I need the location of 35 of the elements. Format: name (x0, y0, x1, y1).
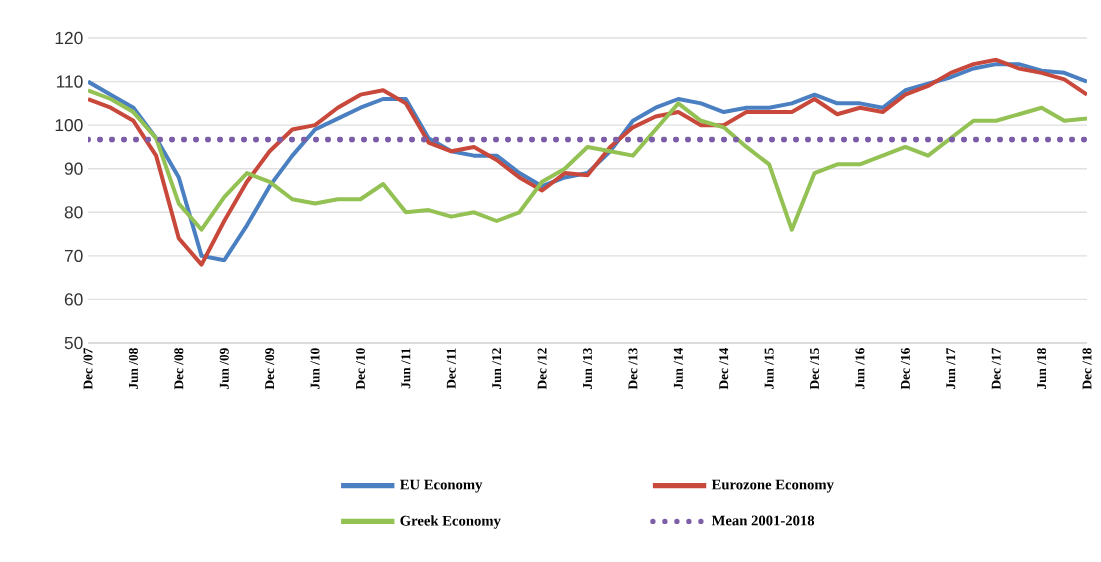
y-tick-label: 100 (55, 119, 83, 132)
x-tick-label: Dec /14 (719, 347, 729, 390)
x-tick-label: Dec /11 (446, 348, 456, 389)
x-tick-label: Jun /13 (583, 348, 592, 389)
x-tick-label: Dec /15 (810, 348, 820, 390)
x-tick-label: Jun /11 (401, 348, 411, 389)
x-tick-label: Jun /09 (219, 348, 229, 389)
x-tick-label: Jun /18 (1037, 348, 1047, 389)
y-tick-label: 70 (64, 249, 83, 262)
legend-label: Greek Economy (400, 515, 501, 529)
x-tick-label: Jun /08 (128, 348, 138, 389)
x-tick-label: Jun /12 (492, 348, 502, 389)
x-tick-label: Jun /15 (764, 348, 774, 389)
y-tick-label: 90 (64, 162, 83, 175)
x-tick-label: Dec /08 (174, 348, 184, 390)
x-tick-label: Jun /17 (946, 348, 956, 389)
x-tick-label: Dec /17 (991, 348, 1001, 390)
x-tick-label: Dec /12 (537, 348, 547, 390)
x-tick-label: Jun /16 (855, 348, 865, 389)
y-tick-label: 120 (55, 31, 83, 45)
y-tick-label: 50 (64, 336, 83, 350)
legend-label: Mean 2001-2018 (711, 515, 815, 526)
y-tick-label: 80 (64, 206, 83, 219)
y-tick-label: 60 (64, 293, 83, 306)
x-tick-label: Dec /13 (628, 348, 638, 390)
y-tick-label: 110 (56, 75, 83, 88)
x-tick-label: Dec /10 (355, 348, 365, 390)
x-tick-label: Jun /10 (310, 348, 320, 389)
x-tick-label: Dec /07 (83, 348, 93, 390)
x-tick-label: Jun /14 (673, 347, 683, 389)
legend-label: Eurozone Economy (711, 479, 834, 493)
x-tick-label: Dec /09 (265, 348, 275, 390)
x-tick-label: Dec /16 (900, 348, 910, 390)
x-tick-label: Dec /18 (1082, 348, 1092, 390)
legend-label: EU Economy (399, 479, 483, 493)
